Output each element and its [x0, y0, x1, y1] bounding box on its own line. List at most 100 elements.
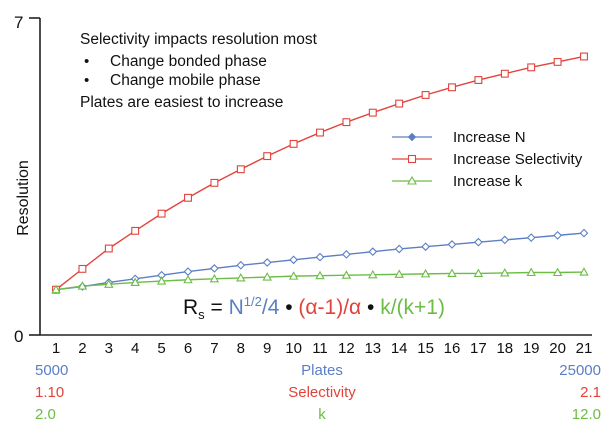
data-point-increase-selectivity — [236, 165, 245, 174]
x-tick-label: 19 — [523, 340, 540, 357]
data-point-increase-n — [289, 255, 298, 265]
data-point-increase-k — [104, 279, 114, 288]
data-point-increase-n — [447, 240, 457, 249]
x-tick-label: 1 — [52, 340, 60, 357]
data-point-increase-selectivity — [78, 264, 87, 273]
data-point-increase-n — [421, 242, 430, 252]
x-tick-label: 2 — [78, 340, 86, 357]
data-point-increase-selectivity — [289, 139, 298, 148]
data-point-increase-selectivity — [131, 226, 140, 235]
k-center: k — [318, 406, 326, 423]
data-point-increase-n — [262, 258, 272, 267]
data-point-increase-n — [579, 228, 589, 238]
legend-label-increase-k: Increase k — [453, 173, 523, 190]
axes: 7 0 Resolution — [14, 13, 592, 346]
legend-marker-square-icon — [407, 154, 417, 164]
selectivity-left: 1.10 — [35, 384, 64, 401]
data-point-increase-k — [236, 273, 246, 282]
data-point-increase-selectivity — [421, 91, 430, 99]
data-point-increase-selectivity — [553, 57, 562, 66]
data-point-increase-selectivity — [157, 209, 166, 218]
data-point-increase-k — [156, 276, 167, 285]
x-tick-label: 7 — [210, 340, 218, 357]
data-point-increase-n — [342, 250, 351, 259]
data-point-increase-n — [394, 244, 404, 254]
data-point-increase-k — [394, 269, 404, 278]
legend-marker-triangle-icon — [407, 175, 417, 185]
data-point-increase-k — [500, 268, 510, 277]
data-point-increase-k — [473, 268, 484, 277]
data-point-increase-n — [236, 260, 246, 270]
eq-rs-sub: s — [198, 307, 205, 322]
x-tick-label: 5 — [157, 340, 165, 357]
data-point-increase-k — [77, 281, 88, 290]
series-increase-selectivity — [52, 52, 588, 294]
x-tick-label: 12 — [338, 340, 355, 357]
data-point-increase-k — [447, 268, 457, 277]
data-point-increase-selectivity — [395, 99, 404, 108]
data-point-increase-selectivity — [580, 52, 588, 61]
data-point-increase-n — [474, 237, 483, 247]
data-point-increase-n — [210, 264, 219, 273]
x-tick-label: 6 — [184, 340, 192, 357]
x-tick-label: 8 — [237, 340, 245, 357]
x-tick-label: 13 — [364, 340, 381, 357]
k-right: 12.0 — [572, 406, 601, 423]
data-point-increase-k — [262, 272, 272, 281]
selectivity-right: 2.1 — [580, 384, 601, 401]
eq-dot-2: • — [361, 296, 380, 319]
x-tick-labels: 1 2 3 4 5 6 7 8 9 10 11 12 13 14 15 16 17 18 19 20 21 — [52, 340, 593, 357]
legend-label-increase-n: Increase N — [453, 129, 526, 146]
resolution-equation: Rs = N1/2/4 • (α-1)/α • k/(k+1) — [183, 294, 445, 322]
legend-item-increase-n: Increase N — [392, 129, 526, 146]
data-point-increase-k — [183, 274, 193, 284]
legend-item-increase-selectivity: Increase Selectivity — [392, 151, 583, 168]
annotation-line-4: Plates are easiest to increase — [80, 94, 283, 111]
data-point-increase-selectivity — [527, 63, 536, 72]
legend-marker-diamond-icon — [407, 132, 417, 142]
data-point-increase-selectivity — [474, 76, 483, 84]
data-point-increase-k — [209, 273, 220, 283]
data-point-increase-k — [130, 277, 140, 287]
data-point-increase-selectivity — [448, 83, 456, 92]
k-left: 2.0 — [35, 406, 56, 423]
x-tick-label: 16 — [444, 340, 461, 357]
data-point-increase-n — [368, 247, 378, 257]
data-point-increase-selectivity — [368, 108, 377, 117]
data-point-increase-selectivity — [316, 128, 324, 137]
annotation-line-3: Change mobile phase — [110, 72, 261, 89]
y-axis-label: Resolution — [15, 160, 32, 236]
plates-center: Plates — [301, 362, 343, 379]
data-point-increase-selectivity — [500, 69, 509, 78]
legend: Increase N Increase Selectivity Increase… — [392, 129, 583, 190]
series-layer — [51, 52, 589, 295]
data-point-increase-n — [500, 235, 510, 245]
annotation-line-1: Selectivity impacts resolution most — [80, 31, 318, 48]
data-point-increase-k — [579, 267, 589, 276]
bullet-2: • — [84, 72, 89, 89]
data-point-increase-selectivity — [104, 244, 113, 253]
eq-dot-1: • — [279, 296, 298, 319]
eq-k: k/(k+1) — [380, 296, 445, 319]
annotation-block: Selectivity impacts resolution most • Ch… — [80, 31, 318, 111]
y-tick-label-bottom: 0 — [14, 327, 23, 346]
data-point-increase-k — [552, 267, 563, 277]
legend-item-increase-k: Increase k — [392, 173, 523, 190]
eq-equals: = — [205, 296, 229, 319]
data-point-increase-selectivity — [184, 193, 192, 202]
scale-rows: 5000 Plates 25000 1.10 Selectivity 2.1 2… — [35, 362, 601, 423]
data-point-increase-n — [526, 233, 536, 243]
data-point-increase-n — [553, 230, 562, 240]
x-tick-label: 14 — [391, 340, 408, 357]
y-tick-label-top: 7 — [14, 13, 23, 32]
selectivity-center: Selectivity — [288, 384, 356, 401]
data-point-increase-k — [526, 267, 536, 277]
x-tick-label: 15 — [417, 340, 434, 357]
data-point-increase-selectivity — [342, 118, 351, 127]
x-tick-label: 10 — [285, 340, 302, 357]
series-increase-k — [51, 267, 589, 294]
x-tick-label: 4 — [131, 340, 139, 357]
data-point-increase-selectivity — [210, 178, 219, 187]
data-point-increase-k — [51, 284, 61, 294]
x-tick-label: 9 — [263, 340, 271, 357]
